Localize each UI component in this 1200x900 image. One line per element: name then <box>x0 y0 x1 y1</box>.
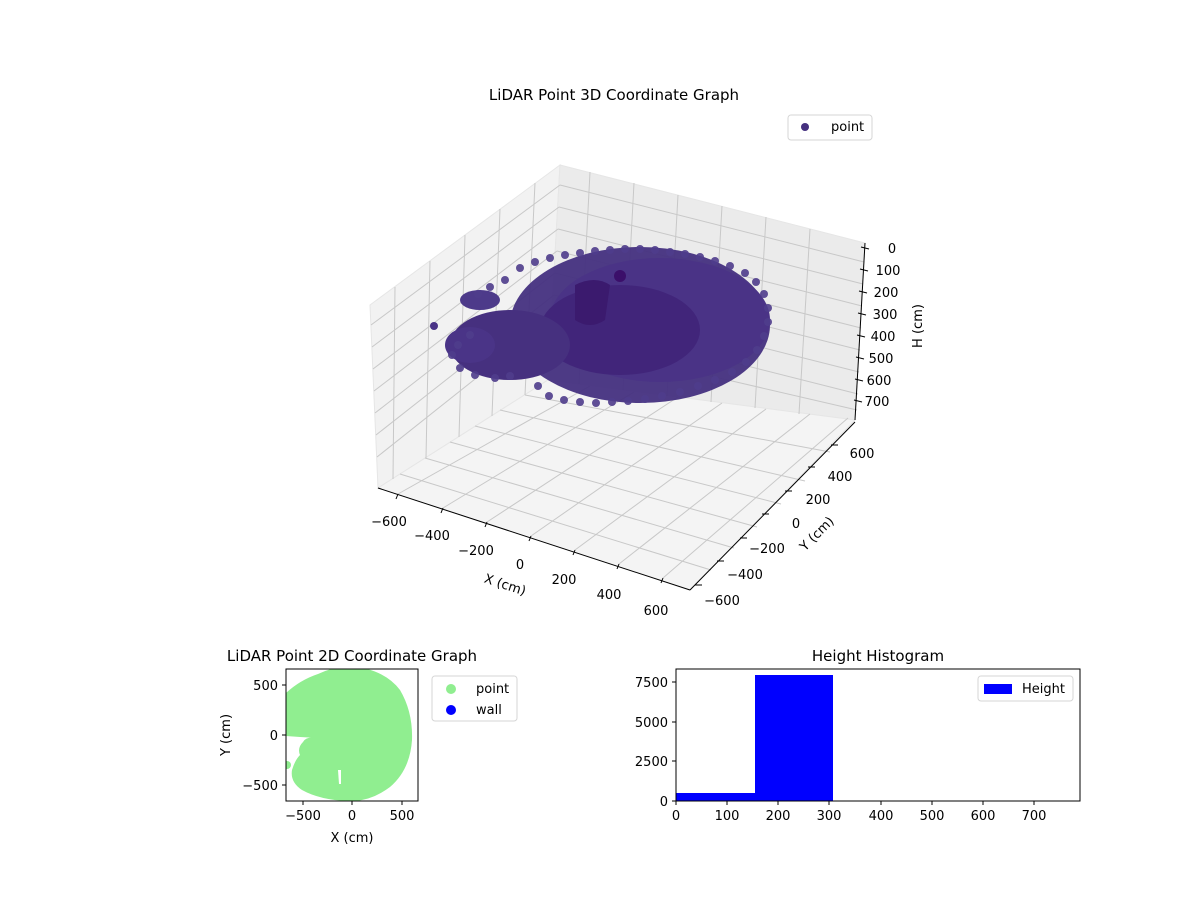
svg-text:300: 300 <box>817 809 842 824</box>
svg-text:0: 0 <box>516 558 524 573</box>
legend-wall-label: wall <box>476 703 502 718</box>
svg-text:400: 400 <box>597 588 622 603</box>
svg-text:200: 200 <box>766 809 791 824</box>
svg-text:700: 700 <box>1022 809 1047 824</box>
svg-text:200: 200 <box>806 493 831 508</box>
svg-text:−600: −600 <box>704 594 740 609</box>
svg-text:600: 600 <box>644 604 669 619</box>
svg-text:200: 200 <box>552 573 577 588</box>
z-ticks-3d <box>853 246 870 403</box>
svg-text:0: 0 <box>792 517 800 532</box>
svg-text:5000: 5000 <box>635 716 668 731</box>
point-cloud-2d <box>286 669 413 801</box>
svg-text:7500: 7500 <box>635 676 668 691</box>
svg-text:600: 600 <box>971 809 996 824</box>
histogram-title: Height Histogram <box>812 647 944 665</box>
svg-text:400: 400 <box>871 330 896 345</box>
legend-3d: point <box>787 114 873 141</box>
histogram-bar-2 <box>755 675 833 801</box>
legend-point-marker-icon <box>446 684 456 694</box>
ticks-histogram <box>672 681 1035 805</box>
legend-2d: point wall <box>431 675 518 722</box>
legend-point-label: point <box>831 120 864 135</box>
svg-text:−600: −600 <box>371 515 407 530</box>
tick-labels-2d: −500 0 500 500 0 −500 <box>242 679 414 824</box>
svg-text:−500: −500 <box>242 779 278 794</box>
svg-text:0: 0 <box>348 809 356 824</box>
svg-text:400: 400 <box>869 809 894 824</box>
point-cloud-3d <box>430 245 772 407</box>
x-ticks-3d <box>395 493 664 584</box>
x-axis-label-2d: X (cm) <box>331 831 374 846</box>
plot-3d-title: LiDAR Point 3D Coordinate Graph <box>489 86 739 104</box>
legend-height-swatch-icon <box>984 684 1012 694</box>
svg-text:100: 100 <box>876 264 901 279</box>
plot-2d-title: LiDAR Point 2D Coordinate Graph <box>227 647 477 665</box>
svg-text:0: 0 <box>660 795 668 810</box>
svg-text:600: 600 <box>867 374 892 389</box>
histogram-bar-1 <box>676 793 755 801</box>
legend-height-label: Height <box>1022 682 1065 697</box>
height-histogram: Height Histogram 0 100 200 300 400 <box>635 647 1081 824</box>
svg-text:−200: −200 <box>458 544 494 559</box>
svg-text:500: 500 <box>869 352 894 367</box>
z-tick-labels-3d: 0 100 200 300 400 500 600 700 <box>865 242 901 410</box>
legend-point-label: point <box>476 682 509 697</box>
svg-text:200: 200 <box>874 286 899 301</box>
y-tick-labels-3d: −600 −400 −200 0 200 400 600 <box>704 447 874 609</box>
z-axis-label-3d: H (cm) <box>911 304 926 348</box>
svg-text:2500: 2500 <box>635 755 668 770</box>
svg-text:300: 300 <box>873 308 898 323</box>
svg-text:−200: −200 <box>749 542 785 557</box>
x-axis-label-3d: X (cm) <box>482 572 528 600</box>
svg-text:500: 500 <box>390 809 415 824</box>
axes-frame-histogram <box>675 668 1081 802</box>
svg-text:500: 500 <box>920 809 945 824</box>
y-axis-label-3d: Y (cm) <box>796 514 837 555</box>
y-ticks-3d <box>695 444 838 586</box>
tick-labels-histogram: 0 100 200 300 400 500 600 700 0 2500 500… <box>635 676 1047 824</box>
svg-text:0: 0 <box>888 242 896 257</box>
svg-text:−500: −500 <box>285 809 321 824</box>
svg-text:−400: −400 <box>727 568 763 583</box>
x-tick-labels-3d: −600 −400 −200 0 200 400 600 <box>371 515 668 619</box>
y-axis-label-2d: Y (cm) <box>219 714 234 757</box>
svg-text:0: 0 <box>270 729 278 744</box>
svg-text:600: 600 <box>850 447 875 462</box>
svg-text:700: 700 <box>865 395 890 410</box>
scatter-2d-plot: LiDAR Point 2D Coordinate Graph −500 0 5… <box>219 647 518 846</box>
svg-text:500: 500 <box>253 679 278 694</box>
ticks-2d <box>282 684 403 805</box>
svg-text:−400: −400 <box>414 529 450 544</box>
legend-point-marker-icon <box>801 123 809 131</box>
scatter-3d-plot: LiDAR Point 3D Coordinate Graph <box>369 86 926 619</box>
legend-histogram: Height <box>977 675 1074 702</box>
legend-wall-marker-icon <box>446 705 456 715</box>
axes-3d <box>377 242 866 591</box>
svg-text:100: 100 <box>715 809 740 824</box>
svg-text:0: 0 <box>672 809 680 824</box>
svg-text:400: 400 <box>828 470 853 485</box>
